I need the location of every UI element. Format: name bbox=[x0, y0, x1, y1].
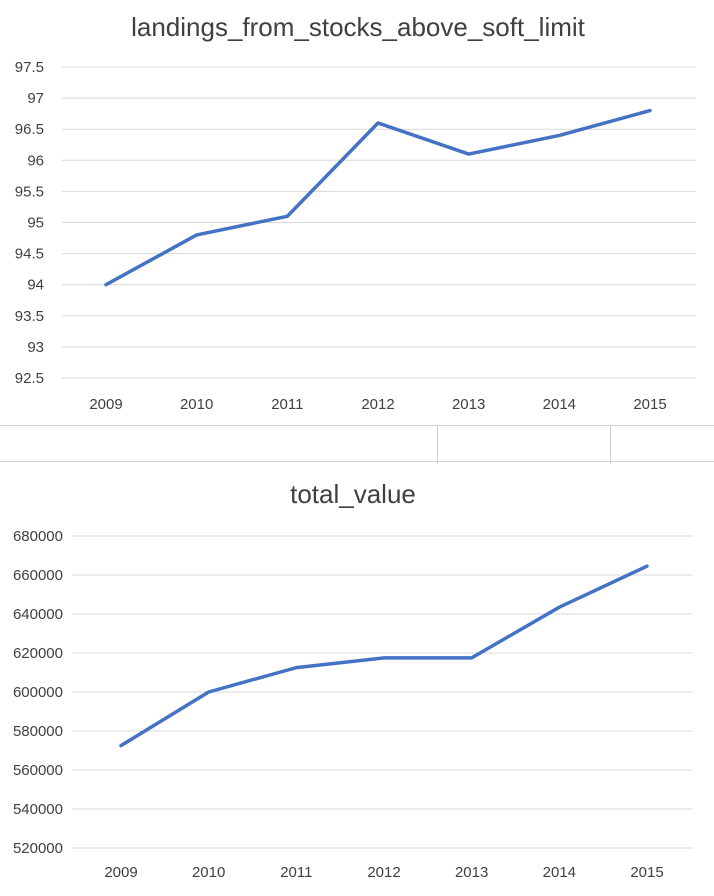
y-tick-label: 600000 bbox=[13, 684, 63, 701]
x-tick-label: 2014 bbox=[543, 396, 576, 413]
cell-border-bottom bbox=[0, 461, 714, 462]
y-tick-label: 540000 bbox=[13, 801, 63, 818]
series-line bbox=[119, 564, 649, 748]
cell-border-top bbox=[0, 425, 714, 426]
y-tick-label: 620000 bbox=[13, 645, 63, 662]
y-tick-label: 95 bbox=[27, 215, 44, 232]
y-tick-label: 96 bbox=[27, 152, 44, 169]
x-tick-label: 2012 bbox=[361, 396, 394, 413]
x-tick-label: 2015 bbox=[630, 864, 663, 881]
y-tick-label: 93 bbox=[27, 339, 44, 356]
x-tick-label: 2015 bbox=[633, 396, 666, 413]
x-tick-label: 2014 bbox=[543, 864, 576, 881]
y-tick-label: 97 bbox=[27, 90, 44, 107]
y-tick-label: 92.5 bbox=[15, 370, 44, 387]
cell-border-vertical bbox=[437, 426, 438, 464]
y-tick-label: 680000 bbox=[13, 528, 63, 545]
cell-border-vertical bbox=[610, 426, 611, 464]
sheet-gap bbox=[0, 425, 714, 465]
y-tick-label: 94 bbox=[27, 277, 44, 294]
x-tick-label: 2012 bbox=[367, 864, 400, 881]
chart-title: landings_from_stocks_above_soft_limit bbox=[131, 12, 586, 42]
x-tick-label: 2010 bbox=[192, 864, 225, 881]
landings-chart: landings_from_stocks_above_soft_limit 97… bbox=[15, 12, 696, 413]
x-tick-label: 2011 bbox=[271, 396, 303, 413]
chart-title: total_value bbox=[290, 479, 416, 509]
y-tick-label: 660000 bbox=[13, 567, 63, 584]
y-tick-label: 94.5 bbox=[15, 246, 44, 263]
y-tick-label: 580000 bbox=[13, 723, 63, 740]
x-tick-label: 2009 bbox=[104, 864, 137, 881]
x-tick-label: 2013 bbox=[455, 864, 488, 881]
series-line bbox=[104, 108, 652, 287]
y-tick-label: 95.5 bbox=[15, 183, 44, 200]
x-tick-label: 2011 bbox=[280, 864, 312, 881]
y-tick-label: 640000 bbox=[13, 606, 63, 623]
y-tick-label: 520000 bbox=[13, 840, 63, 857]
x-tick-label: 2009 bbox=[89, 396, 122, 413]
y-tick-label: 97.5 bbox=[15, 59, 44, 76]
x-tick-label: 2010 bbox=[180, 396, 213, 413]
total-value-chart: total_value 680000 660000 640000 620000 6000… bbox=[13, 479, 692, 881]
y-tick-label: 560000 bbox=[13, 762, 63, 779]
y-tick-label: 96.5 bbox=[15, 121, 44, 138]
x-tick-label: 2013 bbox=[452, 396, 485, 413]
y-tick-label: 93.5 bbox=[15, 308, 44, 325]
